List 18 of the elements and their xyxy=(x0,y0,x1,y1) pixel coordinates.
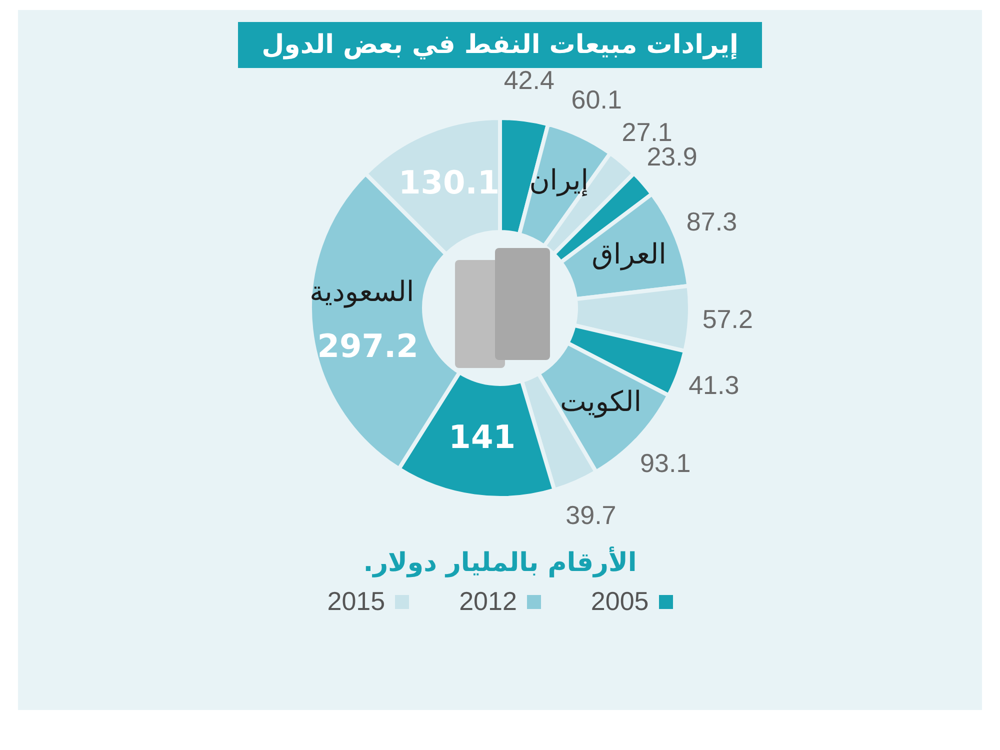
data-label: 141 xyxy=(448,418,516,456)
data-label: 93.1 xyxy=(640,448,691,478)
data-label: 41.3 xyxy=(688,370,740,400)
slice-label: العراق xyxy=(592,238,666,271)
data-label: 57.2 xyxy=(702,304,753,334)
text: 2005 xyxy=(590,586,649,617)
data-label: 42.4 xyxy=(504,65,554,96)
slice-label: إيران xyxy=(529,163,589,196)
data-label: 39.7 xyxy=(566,500,616,530)
text: 2015 xyxy=(327,586,386,617)
data-label: 297.2 xyxy=(317,327,418,366)
text: الأرقام بالمليار دولار. xyxy=(362,548,638,578)
text: 2012 xyxy=(459,586,517,617)
data-label: 87.3 xyxy=(686,206,738,237)
chart-title: إيرادات مبيعات النفط في بعض الدول xyxy=(262,30,738,60)
slice-label: الكويت xyxy=(560,384,642,418)
slice-label: السعودية xyxy=(310,274,414,308)
data-label: 60.1 xyxy=(571,84,622,115)
